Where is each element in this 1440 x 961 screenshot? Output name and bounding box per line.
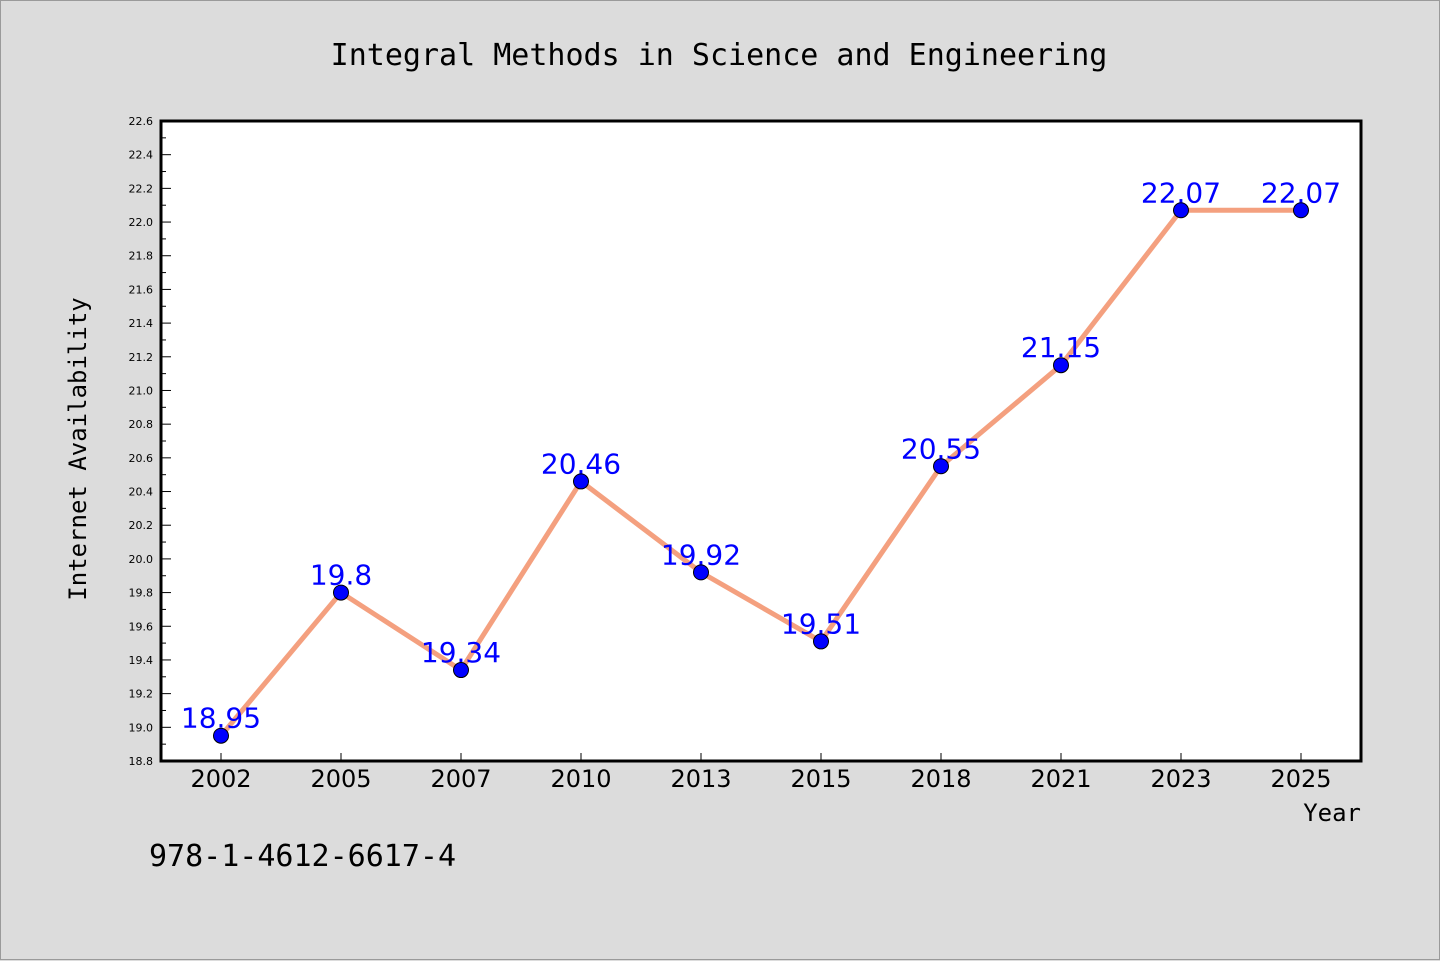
- x-tick-label: 2010: [550, 765, 611, 793]
- y-tick-label: 20.2: [129, 519, 154, 532]
- y-tick-label: 22.2: [129, 182, 154, 195]
- y-tick-label: 19.4: [129, 654, 154, 667]
- plot-frame: [159, 119, 1363, 763]
- data-label: 19.51: [781, 607, 861, 640]
- y-tick-label: 21.4: [129, 317, 154, 330]
- data-point: [1173, 202, 1189, 219]
- chart-title: Integral Methods in Science and Engineer…: [331, 38, 1108, 73]
- x-tick-label: 2013: [670, 765, 731, 793]
- data-point: [453, 662, 469, 679]
- y-tick-label: 18.8: [129, 755, 154, 768]
- y-tick-label: 20.0: [129, 553, 154, 566]
- data-point: [573, 473, 589, 490]
- plot-area: [161, 121, 1361, 761]
- y-tick-label: 20.6: [129, 452, 154, 465]
- x-tick-label: 2021: [1030, 765, 1091, 793]
- x-axis: 2002 2005 2007 2010 2013 2015 2018 2021 2023 2025: [190, 753, 1332, 793]
- series-line: [219, 207, 1301, 738]
- x-tick-label: 2015: [790, 765, 851, 793]
- x-tick-label: 2005: [310, 765, 371, 793]
- y-tick-label: 19.6: [129, 620, 154, 633]
- y-tick-label: 21.2: [129, 351, 154, 364]
- data-point: [1053, 357, 1069, 374]
- y-tick-label: 20.4: [129, 486, 154, 499]
- x-tick-label: 2025: [1270, 765, 1331, 793]
- y-tick-label: 21.6: [129, 283, 154, 296]
- x-tick-label: 2007: [430, 765, 491, 793]
- isbn-text: 978-1-4612-6617-4: [149, 839, 456, 874]
- data-label: 19.8: [310, 559, 372, 592]
- data-label: 18.95: [181, 702, 261, 735]
- data-point: [1293, 202, 1309, 219]
- y-tick-label: 21.8: [129, 250, 154, 263]
- x-tick-label: 2002: [190, 765, 251, 793]
- data-label: 21.15: [1021, 331, 1101, 364]
- y-axis-label: Internet Availability: [64, 297, 92, 600]
- y-tick-label: 21.0: [129, 384, 154, 397]
- x-axis-label: Year: [1303, 799, 1361, 827]
- y-tick-label: 19.0: [129, 721, 154, 734]
- data-label: 19.34: [421, 636, 501, 669]
- data-point: [933, 458, 949, 475]
- data-point: [333, 584, 349, 601]
- data-label: 20.46: [541, 447, 621, 480]
- y-tick-label: 20.8: [129, 418, 154, 431]
- y-tick-label: 22.4: [129, 149, 154, 162]
- y-tick-label: 22.0: [129, 216, 154, 229]
- x-tick-label: 2018: [910, 765, 971, 793]
- data-point: [813, 633, 829, 650]
- data-label: 22.07: [1261, 176, 1341, 209]
- y-tick-label: 19.2: [129, 688, 154, 701]
- data-label: 22.07: [1141, 176, 1221, 209]
- series-group: 18.95 19.8 19.34 20.46 19.92 19.51 20.55 21.15 2…: [181, 176, 1341, 744]
- data-point: [693, 564, 709, 581]
- data-point: [213, 727, 229, 744]
- y-tick-label: 19.8: [129, 587, 154, 600]
- y-tick-label: 22.6: [129, 115, 154, 128]
- data-label: 19.92: [661, 538, 741, 571]
- x-tick-label: 2023: [1150, 765, 1211, 793]
- y-axis: 18.8 19.0 19.2 19.4 19.6 19.8 20.0 20.2 20.4 20.6…: [129, 115, 171, 768]
- data-label: 20.55: [901, 432, 981, 465]
